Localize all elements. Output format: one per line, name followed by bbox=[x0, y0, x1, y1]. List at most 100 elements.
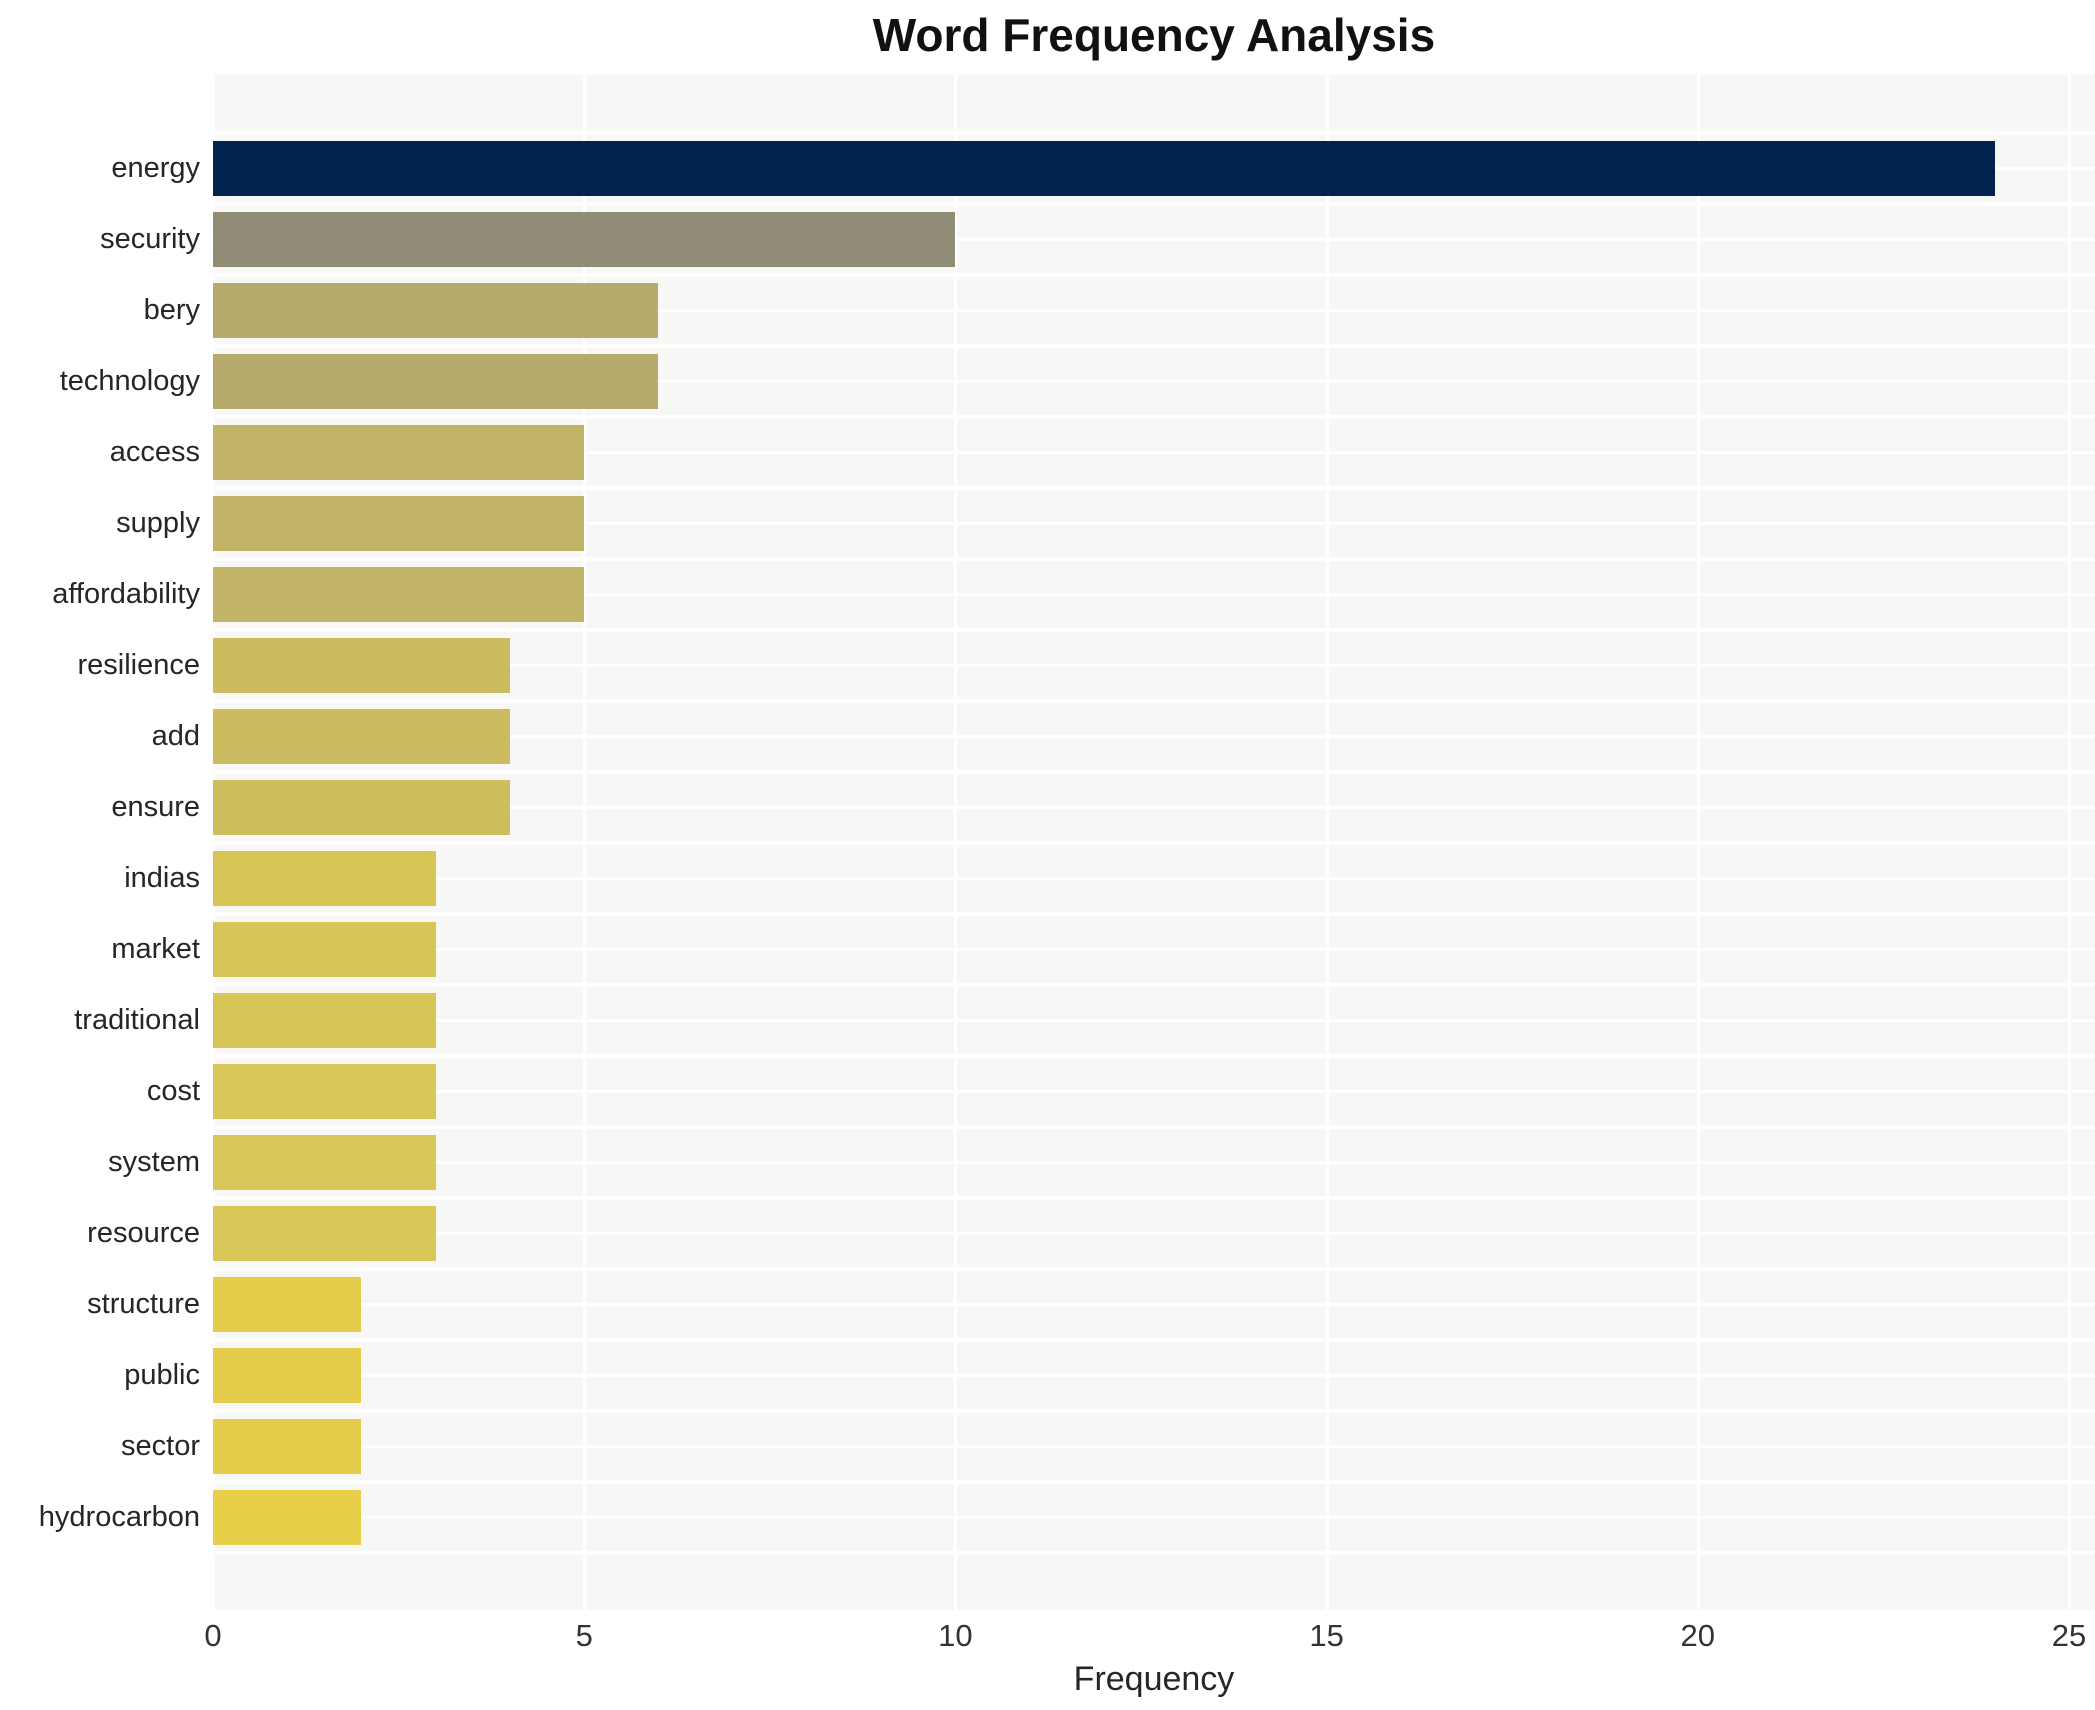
y-axis-label-indias: indias bbox=[124, 862, 200, 894]
bar-row-public bbox=[213, 1338, 2095, 1411]
row-center-gridline bbox=[213, 735, 2095, 738]
y-axis-label-access: access bbox=[109, 436, 200, 468]
bar-row-cost bbox=[213, 1054, 2095, 1127]
row-boundary-gridline bbox=[213, 841, 2095, 845]
bar-public bbox=[213, 1348, 362, 1403]
bar-row-hydrocarbon bbox=[213, 1480, 2095, 1553]
row-boundary-gridline bbox=[213, 628, 2095, 632]
row-boundary-gridline bbox=[213, 202, 2095, 206]
row-center-gridline bbox=[213, 593, 2095, 596]
bar-row-traditional bbox=[213, 983, 2095, 1056]
bar-row-ensure bbox=[213, 770, 2095, 843]
row-center-gridline bbox=[213, 451, 2095, 454]
row-boundary-gridline bbox=[213, 1196, 2095, 1200]
row-boundary-gridline bbox=[213, 770, 2095, 774]
bar-row-add bbox=[213, 699, 2095, 772]
y-axis-label-hydrocarbon: hydrocarbon bbox=[38, 1501, 200, 1533]
row-boundary-gridline bbox=[213, 1125, 2095, 1129]
row-boundary-gridline bbox=[213, 131, 2095, 135]
bar-row-sector bbox=[213, 1409, 2095, 1482]
bar-row-affordability bbox=[213, 557, 2095, 630]
x-axis-tick-10: 10 bbox=[938, 1618, 973, 1653]
y-axis-label-structure: structure bbox=[87, 1288, 200, 1320]
y-axis-label-resource: resource bbox=[87, 1217, 200, 1249]
y-axis-label-add: add bbox=[151, 720, 200, 752]
bar-market bbox=[213, 922, 436, 977]
row-boundary-gridline bbox=[213, 1054, 2095, 1058]
bar-row-bery bbox=[213, 273, 2095, 346]
y-axis-label-public: public bbox=[124, 1359, 200, 1391]
y-axis-label-security: security bbox=[100, 223, 200, 255]
bar-row-supply bbox=[213, 486, 2095, 559]
x-axis-tick-15: 15 bbox=[1309, 1618, 1344, 1653]
row-center-gridline bbox=[213, 1516, 2095, 1519]
plot-area bbox=[212, 75, 2095, 1610]
y-axis-label-technology: technology bbox=[59, 365, 200, 397]
row-boundary-gridline bbox=[213, 912, 2095, 916]
row-center-gridline bbox=[213, 1374, 2095, 1377]
row-center-gridline bbox=[213, 948, 2095, 951]
row-center-gridline bbox=[213, 877, 2095, 880]
row-boundary-gridline bbox=[213, 1267, 2095, 1271]
bar-row-resilience bbox=[213, 628, 2095, 701]
bar-indias bbox=[213, 851, 436, 906]
row-center-gridline bbox=[213, 1303, 2095, 1306]
y-axis-label-energy: energy bbox=[111, 152, 200, 184]
bar-row-market bbox=[213, 912, 2095, 985]
bar-structure bbox=[213, 1277, 362, 1332]
row-center-gridline bbox=[213, 238, 2095, 241]
bar-hydrocarbon bbox=[213, 1490, 362, 1545]
y-axis-label-sector: sector bbox=[121, 1430, 200, 1462]
row-boundary-gridline bbox=[213, 344, 2095, 348]
bar-row-energy bbox=[213, 131, 2095, 204]
x-axis-tick-0: 0 bbox=[204, 1618, 222, 1653]
row-boundary-gridline bbox=[213, 486, 2095, 490]
bar-traditional bbox=[213, 993, 436, 1048]
x-axis-tick-20: 20 bbox=[1680, 1618, 1716, 1653]
bar-resource bbox=[213, 1206, 436, 1261]
row-center-gridline bbox=[213, 1232, 2095, 1235]
row-center-gridline bbox=[213, 1019, 2095, 1022]
row-boundary-gridline bbox=[213, 699, 2095, 703]
row-center-gridline bbox=[213, 806, 2095, 809]
row-center-gridline bbox=[213, 1161, 2095, 1164]
bar-row-resource bbox=[213, 1196, 2095, 1269]
bar-row-indias bbox=[213, 841, 2095, 914]
row-center-gridline bbox=[213, 664, 2095, 667]
bar-row-system bbox=[213, 1125, 2095, 1198]
row-boundary-gridline bbox=[213, 273, 2095, 277]
bar-resilience bbox=[213, 638, 510, 693]
bar-cost bbox=[213, 1064, 436, 1119]
bar-row-structure bbox=[213, 1267, 2095, 1340]
y-axis-label-traditional: traditional bbox=[74, 1004, 200, 1036]
bar-technology bbox=[213, 354, 659, 409]
y-axis-label-bery: bery bbox=[143, 294, 200, 326]
bar-supply bbox=[213, 496, 585, 551]
bar-sector bbox=[213, 1419, 362, 1474]
row-boundary-gridline bbox=[213, 415, 2095, 419]
bar-security bbox=[213, 212, 956, 267]
y-axis: energy security bery technology access supply… bbox=[0, 75, 200, 1610]
bar-row-technology bbox=[213, 344, 2095, 417]
row-boundary-gridline bbox=[213, 557, 2095, 561]
bar-add bbox=[213, 709, 510, 764]
y-axis-label-system: system bbox=[108, 1146, 200, 1178]
y-axis-label-resilience: resilience bbox=[77, 649, 201, 681]
row-boundary-gridline bbox=[213, 1338, 2095, 1342]
row-center-gridline bbox=[213, 309, 2095, 312]
bar-system bbox=[213, 1135, 436, 1190]
bar-affordability bbox=[213, 567, 585, 622]
y-axis-label-affordability: affordability bbox=[52, 578, 200, 610]
row-boundary-gridline bbox=[213, 1551, 2095, 1555]
y-axis-label-ensure: ensure bbox=[111, 791, 200, 823]
bar-access bbox=[213, 425, 585, 480]
row-center-gridline bbox=[213, 522, 2095, 525]
row-center-gridline bbox=[213, 380, 2095, 383]
bar-row-access bbox=[213, 415, 2095, 488]
x-axis-tick-25: 25 bbox=[2051, 1618, 2087, 1653]
bar-ensure bbox=[213, 780, 510, 835]
y-axis-label-market: market bbox=[111, 933, 200, 965]
chart-title: Word Frequency Analysis bbox=[872, 9, 1436, 61]
x-axis-label: Frequency bbox=[1073, 1660, 1235, 1698]
